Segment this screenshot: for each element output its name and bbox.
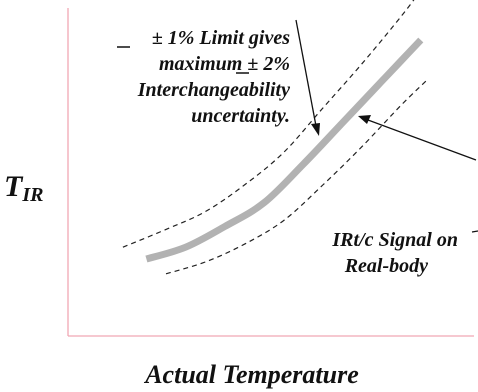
signal-annotation-line-1: IRt/c Signal on (331, 229, 458, 251)
limit-annotation-line-1: ± 1% Limit gives (152, 27, 290, 49)
lower-limit-dashed-curve (165, 78, 430, 275)
limit-arrow-head (311, 123, 320, 136)
right-edge-tick (471, 230, 478, 233)
signal-annotation: IRt/c Signal on Real-body (331, 229, 458, 277)
y-axis-label-main: T (4, 170, 24, 203)
signal-arrow-head (358, 115, 371, 124)
x-axis-label: Actual Temperature (143, 360, 359, 389)
y-axis-label-subscript: IR (21, 184, 43, 206)
limit-annotation-line-3: Interchangeability (137, 79, 290, 101)
signal-annotation-line-2: Real-body (344, 255, 428, 277)
signal-arrow-shaft (367, 119, 477, 161)
upper-limit-dashed-curve (122, 0, 415, 248)
limit-annotation: ± 1% Limit gives maximum ± 2% Interchang… (117, 27, 290, 127)
series-layer (122, 0, 430, 275)
signal-arrow (358, 115, 477, 161)
signal-curve (145, 37, 424, 263)
y-axis-label: TIR (4, 170, 43, 206)
limit-annotation-line-4: uncertainty. (191, 105, 290, 127)
limit-arrow (295, 19, 320, 136)
limit-arrow-shaft (295, 19, 317, 127)
limit-annotation-line-2: maximum ± 2% (159, 53, 290, 75)
